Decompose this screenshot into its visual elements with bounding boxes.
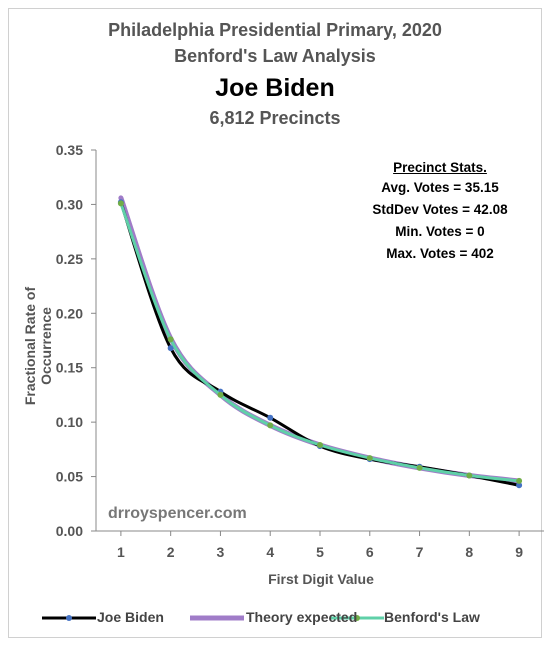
x-tick-label: 1 bbox=[117, 544, 125, 560]
data-point-benford-s-law bbox=[117, 200, 124, 207]
data-point-joe-biden bbox=[267, 414, 274, 421]
stats-stddev: StdDev Votes = 42.08 bbox=[372, 202, 508, 217]
chart-frame bbox=[8, 8, 542, 638]
y-tick-label: 0.05 bbox=[56, 469, 83, 485]
x-axis-label: First Digit Value bbox=[268, 571, 374, 587]
data-point-joe-biden bbox=[167, 345, 174, 352]
y-tick-label: 0.20 bbox=[56, 305, 83, 321]
data-point-benford-s-law bbox=[466, 472, 473, 479]
chart-title-line2: Benford's Law Analysis bbox=[174, 46, 376, 66]
stats-min: Min. Votes = 0 bbox=[395, 224, 485, 239]
data-point-benford-s-law bbox=[366, 455, 373, 462]
stats-max: Max. Votes = 402 bbox=[386, 246, 494, 261]
legend-marker-benford-s-law bbox=[354, 615, 360, 621]
x-tick-label: 5 bbox=[316, 544, 324, 560]
data-point-benford-s-law bbox=[416, 464, 423, 471]
y-tick-label: 0.15 bbox=[56, 360, 83, 376]
data-point-benford-s-law bbox=[317, 442, 323, 449]
x-tick-label: 3 bbox=[217, 544, 225, 560]
precinct-count: 6,812 Precincts bbox=[209, 108, 341, 128]
data-point-benford-s-law bbox=[267, 422, 274, 429]
data-point-joe-biden bbox=[516, 482, 523, 489]
x-tick-label: 2 bbox=[167, 544, 175, 560]
stats-heading: Precinct Stats. bbox=[393, 160, 487, 175]
data-point-benford-s-law bbox=[167, 336, 174, 343]
x-tick-label: 6 bbox=[366, 544, 374, 560]
y-tick-label: 0.00 bbox=[56, 523, 83, 539]
y-tick-label: 0.10 bbox=[56, 414, 83, 430]
series-line-benford-s-law bbox=[119, 201, 521, 483]
series-line-theory-expected bbox=[118, 195, 522, 484]
y-tick-label: 0.30 bbox=[56, 196, 83, 212]
legend-label-benfords-law: Benford's Law bbox=[384, 609, 480, 625]
x-tick-label: 4 bbox=[266, 544, 274, 560]
data-point-benford-s-law bbox=[217, 391, 224, 398]
candidate-name: Joe Biden bbox=[215, 74, 335, 102]
y-axis-label: Fractional Rate of Occurrence bbox=[22, 286, 54, 406]
legend-label-joe-biden: Joe Biden bbox=[97, 609, 164, 625]
x-tick-label: 9 bbox=[515, 544, 523, 560]
legend-label-theory-expected: Theory expected bbox=[246, 609, 358, 625]
watermark-text: drroyspencer.com bbox=[108, 505, 247, 522]
x-tick-label: 8 bbox=[465, 544, 473, 560]
stats-avg: Avg. Votes = 35.15 bbox=[381, 180, 499, 195]
y-tick-label: 0.35 bbox=[56, 142, 83, 158]
x-tick-label: 7 bbox=[416, 544, 424, 560]
data-point-benford-s-law bbox=[516, 477, 523, 484]
chart-title-line1: Philadelphia Presidential Primary, 2020 bbox=[108, 20, 442, 40]
legend-marker-joe-biden bbox=[66, 615, 72, 621]
y-tick-label: 0.25 bbox=[56, 251, 83, 267]
